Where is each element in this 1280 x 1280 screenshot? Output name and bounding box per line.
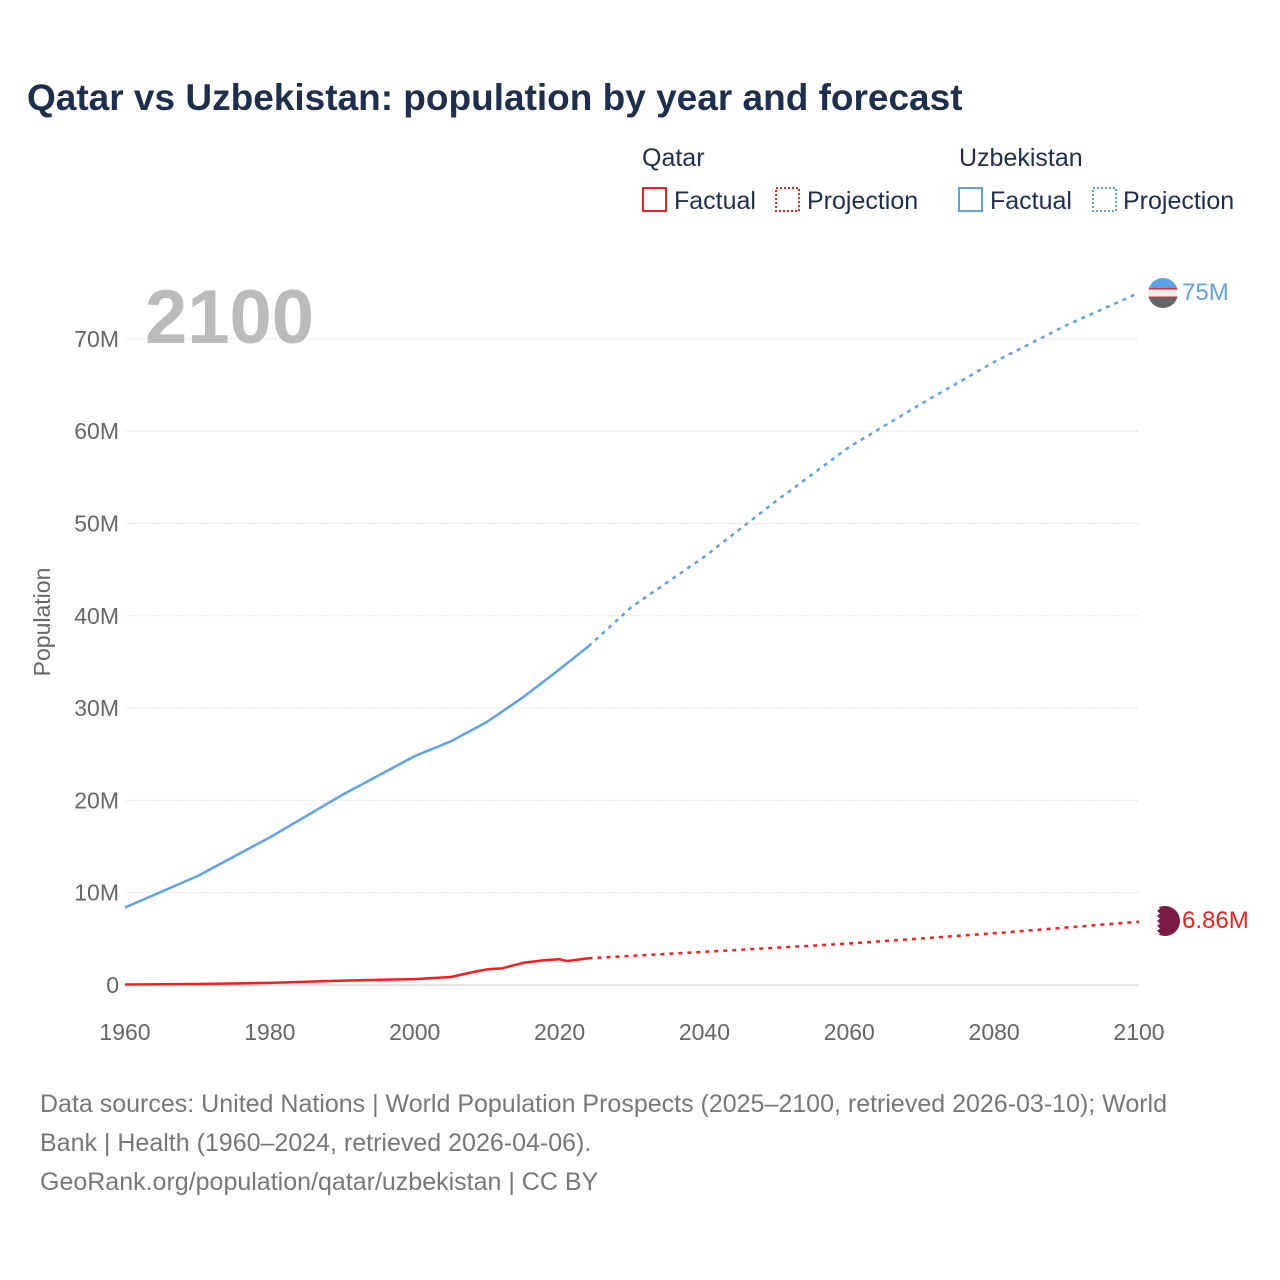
- legend-label[interactable]: Projection: [807, 187, 918, 215]
- y-tick-label: 0: [106, 972, 119, 998]
- qatar-factual-line[interactable]: [124, 956, 589, 986]
- y-tick-label: 40M: [74, 603, 119, 629]
- x-tick-label: 2020: [534, 1019, 585, 1045]
- footer-sources-line1: Data sources: United Nations | World Pop…: [40, 1090, 1167, 1118]
- y-tick-label: 50M: [74, 511, 119, 537]
- legend-swatch-uzbekistan-factual[interactable]: [958, 187, 983, 212]
- legend-label[interactable]: Projection: [1123, 187, 1234, 215]
- y-tick-label: 30M: [74, 695, 119, 721]
- end-label-qatar: 6.86M: [1182, 907, 1249, 934]
- series-lines: [124, 291, 1140, 986]
- legend-swatch-uzbekistan-projection[interactable]: [1092, 187, 1117, 212]
- x-tick-label: 1980: [244, 1019, 295, 1045]
- year-watermark: 2100: [145, 275, 314, 360]
- x-tick-label: 2060: [824, 1019, 875, 1045]
- x-tick-label: 2080: [969, 1019, 1020, 1045]
- legend-label[interactable]: Factual: [990, 187, 1072, 215]
- legend-group-uzbekistan: Uzbekistan: [959, 144, 1083, 172]
- x-tick-label: 1960: [99, 1019, 150, 1045]
- qatar-flag: [1150, 906, 1180, 936]
- y-tick-label: 10M: [74, 880, 119, 906]
- y-tick-label: 20M: [74, 787, 119, 813]
- y-tick-label: 70M: [74, 326, 119, 352]
- x-tick-label: 2000: [389, 1019, 440, 1045]
- chart-title: Qatar vs Uzbekistan: population by year …: [27, 77, 963, 118]
- gridlines: 0 10M 20M 30M 40M 50M 60M 70M 1960 1980 2000 2020 20…: [74, 326, 1164, 1045]
- legend-group-qatar: Qatar: [642, 144, 705, 172]
- qatar-projection-line[interactable]: [588, 920, 1140, 960]
- legend: Qatar Factual Projection Uzbekistan Fact…: [642, 144, 1234, 215]
- end-label-uzbekistan: 75M: [1182, 279, 1229, 306]
- legend-swatch-qatar-projection[interactable]: [775, 187, 800, 212]
- y-tick-label: 60M: [74, 418, 119, 444]
- y-axis-label: Population: [29, 568, 55, 677]
- legend-swatch-qatar-factual[interactable]: [642, 187, 667, 212]
- footer-sources-line2: Bank | Health (1960–2024, retrieved 2026…: [40, 1129, 591, 1157]
- x-tick-label: 2100: [1113, 1019, 1164, 1045]
- x-tick-label: 2040: [679, 1019, 730, 1045]
- legend-label[interactable]: Factual: [674, 187, 756, 215]
- uzbekistan-flag: [1148, 278, 1178, 308]
- uzbekistan-projection-line[interactable]: [587, 291, 1140, 648]
- footer-url[interactable]: GeoRank.org/population/qatar/uzbekistan …: [40, 1168, 599, 1196]
- uzbekistan-factual-line[interactable]: [124, 645, 590, 909]
